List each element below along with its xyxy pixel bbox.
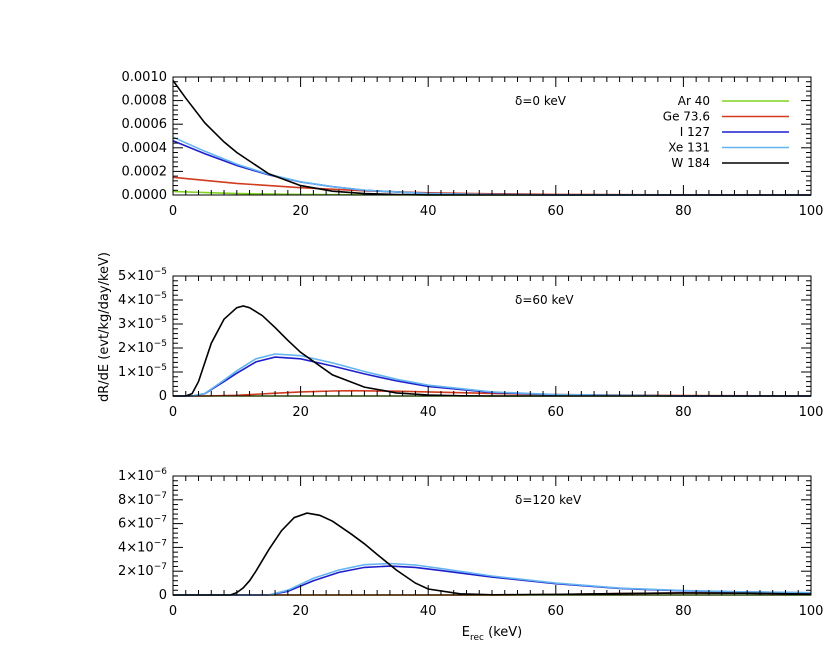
series-line-xe-131 xyxy=(173,353,811,397)
y-tick-label: 0 xyxy=(159,389,167,404)
y-tick-label: 6×10−7 xyxy=(118,515,167,532)
x-tick-label: 20 xyxy=(292,204,309,219)
y-tick-label: 5×10−5 xyxy=(118,267,167,284)
series-line-w-184 xyxy=(173,305,811,397)
x-axis-label-main: E xyxy=(462,625,470,640)
series-line-w-184 xyxy=(172,80,811,196)
x-tick-label: 40 xyxy=(420,204,437,219)
y-tick-label: 2×10−7 xyxy=(118,562,167,579)
legend-label: Ge 73.6 xyxy=(663,110,710,124)
y-tick-label: 8×10−7 xyxy=(118,491,167,508)
x-tick-label: 60 xyxy=(548,405,565,420)
x-axis-label-sub: rec xyxy=(470,633,484,643)
plot-frame xyxy=(172,76,812,196)
y-tick-label: 0.0004 xyxy=(122,141,168,156)
x-tick-label: 20 xyxy=(292,405,309,420)
x-tick-label: 40 xyxy=(420,405,437,420)
x-tick-label: 80 xyxy=(675,405,692,420)
x-tick-label: 60 xyxy=(548,604,565,619)
panel-1: 0 20 40 60 80 100 0.0000 0.0002 0.0004 0.0006 0.00… xyxy=(122,70,824,219)
panel-annotation: δ=60 keV xyxy=(515,293,574,307)
x-axis-label-unit: (keV) xyxy=(484,625,522,640)
y-tick-label: 1×10−6 xyxy=(118,467,167,484)
y-axis-label: dR/dE (evt/kg/day/keV) xyxy=(97,252,112,402)
legend-label: W 184 xyxy=(671,156,710,170)
y-tick-label: 3×10−5 xyxy=(118,315,167,332)
plot-frame xyxy=(172,275,812,397)
y-tick-label: 4×10−5 xyxy=(118,291,167,308)
series-line-i-127 xyxy=(172,139,811,196)
x-tick-label: 0 xyxy=(169,604,177,619)
x-tick-label: 60 xyxy=(548,204,565,219)
panel-annotation: δ=120 keV xyxy=(515,493,582,507)
x-tick-label: 20 xyxy=(292,604,309,619)
y-tick-label: 2×10−5 xyxy=(118,339,167,356)
legend-label: Ar 40 xyxy=(678,94,710,108)
x-tick-label: 80 xyxy=(675,604,692,619)
legend-label: I 127 xyxy=(680,125,710,139)
x-tick-label: 100 xyxy=(799,204,824,219)
series-line-i-127 xyxy=(173,356,811,397)
panel-2: 0 20 40 60 80 100 0 1×10−5 2×10−5 3×10−5 4×10−5 5×1… xyxy=(118,267,823,420)
x-tick-label: 0 xyxy=(169,405,177,420)
x-tick-label: 100 xyxy=(799,405,824,420)
y-tick-label: 0 xyxy=(159,588,167,603)
x-tick-label: 100 xyxy=(799,604,824,619)
y-tick-label: 0.0008 xyxy=(122,94,168,109)
x-tick-label: 40 xyxy=(420,604,437,619)
x-axis-label: Erec (keV) xyxy=(462,625,522,643)
x-tick-label: 80 xyxy=(675,204,692,219)
legend-label: Xe 131 xyxy=(668,141,710,155)
panel-annotation: δ=0 keV xyxy=(515,94,567,108)
y-tick-label: 0.0006 xyxy=(122,117,168,132)
y-tick-label: 0.0000 xyxy=(122,188,168,203)
y-tick-label: 4×10−7 xyxy=(118,538,167,555)
series-line-w-184 xyxy=(173,512,812,596)
y-tick-label: 0.0002 xyxy=(122,164,168,179)
y-tick-label: 0.0010 xyxy=(122,70,168,85)
series-line-xe-131 xyxy=(173,562,812,596)
panel-3: 0 20 40 60 80 100 0 2×10−7 4×10−7 6×10−7 8×10−7 1×1… xyxy=(118,467,823,619)
x-tick-label: 0 xyxy=(169,204,177,219)
y-tick-label: 1×10−5 xyxy=(118,363,167,380)
